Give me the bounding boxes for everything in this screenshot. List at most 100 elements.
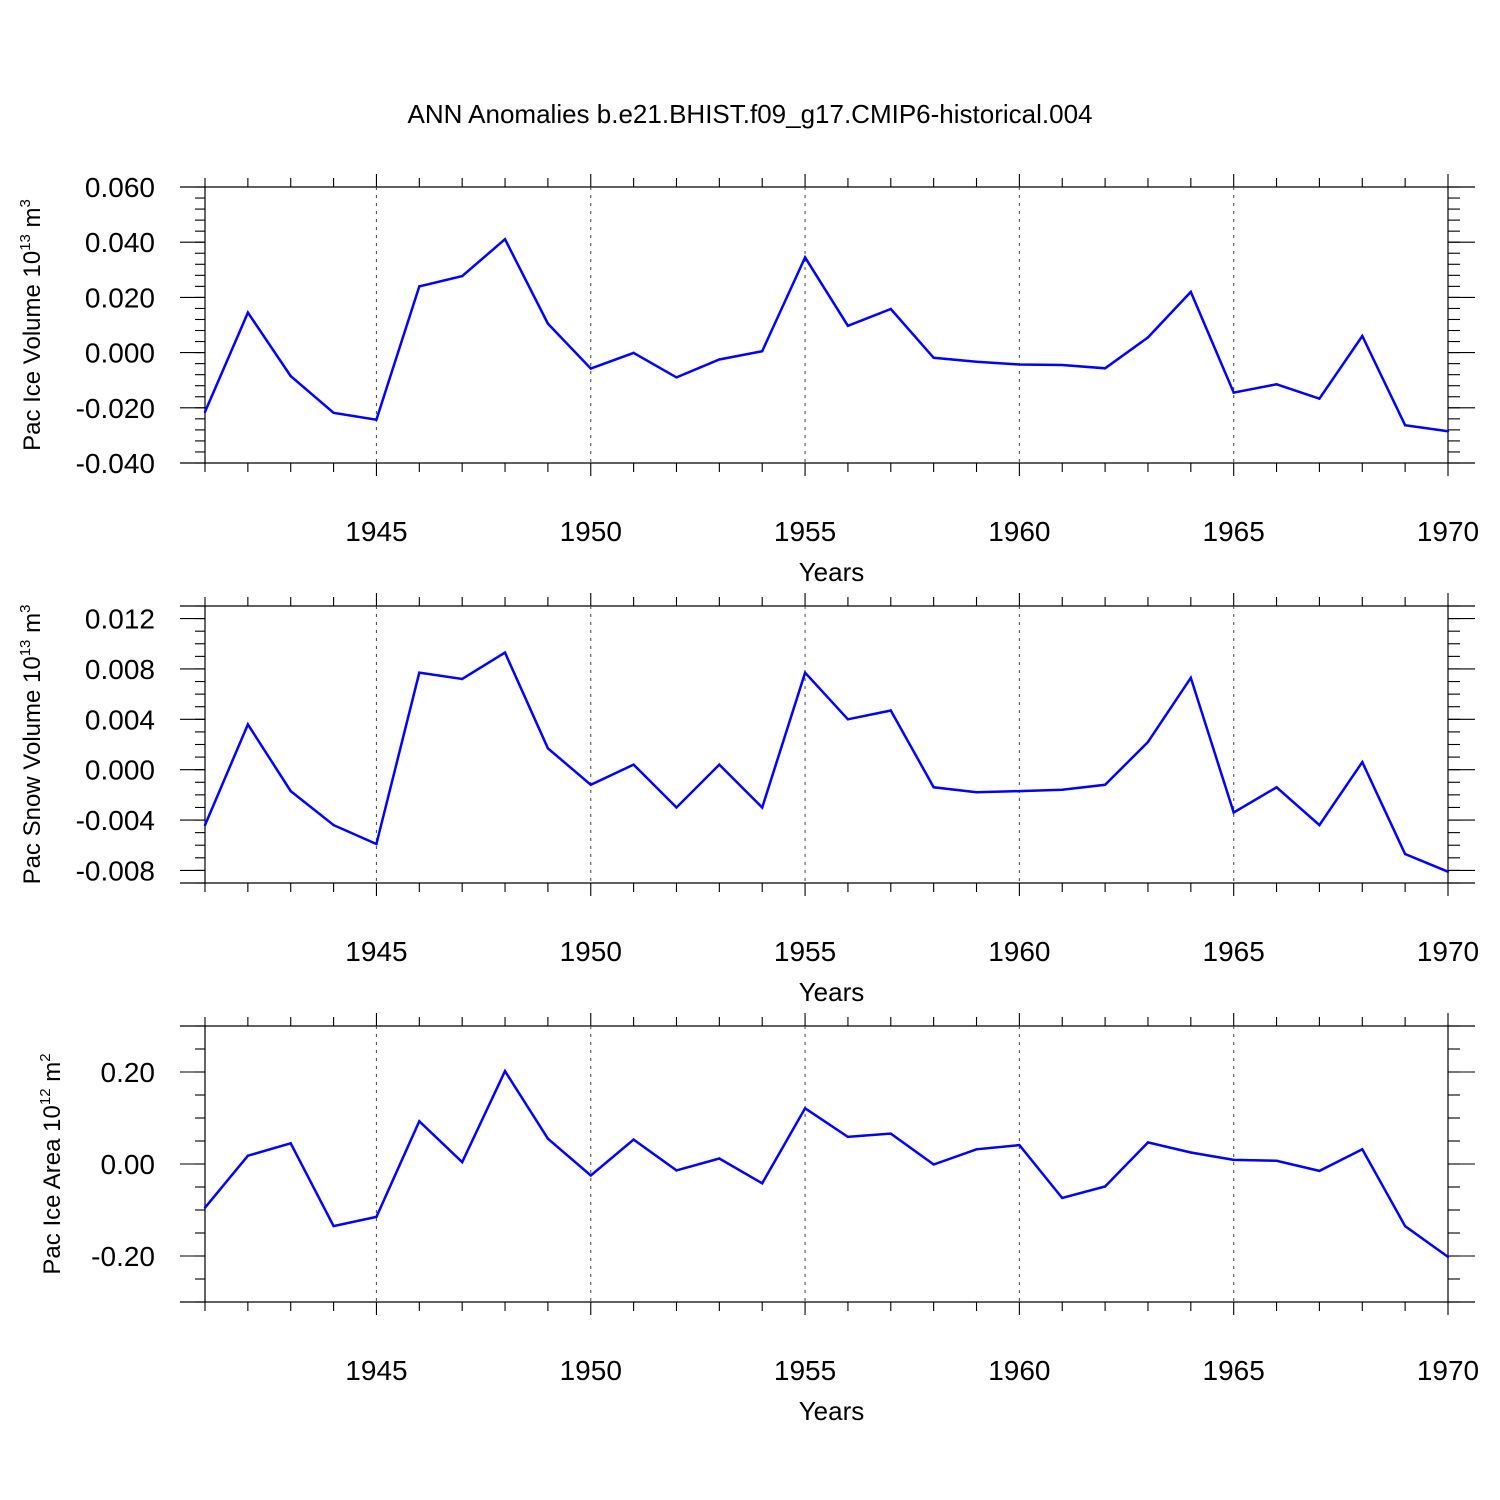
data-point (375, 1215, 378, 1219)
data-point (589, 367, 592, 370)
data-point (675, 1169, 678, 1172)
data-point (332, 1224, 335, 1228)
data-point (846, 718, 850, 721)
data-point (632, 351, 635, 355)
data-point (1232, 811, 1235, 814)
x-tick-label: 1960 (988, 936, 1050, 967)
data-point (1018, 1143, 1021, 1147)
data-point (1061, 788, 1064, 792)
data-point (589, 783, 592, 786)
data-point (1018, 789, 1021, 793)
y-axis-label-main: Pac Snow Volume 10 (19, 656, 46, 884)
data-point (332, 823, 335, 827)
y-tick-label: 0.008 (85, 654, 155, 685)
y-axis-label-unit: m (19, 207, 46, 234)
data-point (203, 823, 207, 827)
data-point (1446, 430, 1450, 433)
data-point (589, 1174, 592, 1177)
x-tick-label: 1970 (1417, 936, 1479, 967)
data-point (1318, 1169, 1321, 1173)
data-point (546, 747, 550, 750)
data-point (418, 285, 421, 288)
series-line-ice-volume (203, 237, 1449, 433)
y-axis-label-main: Pac Ice Volume 10 (19, 251, 46, 451)
data-point (1232, 1158, 1235, 1162)
data-point (761, 806, 764, 809)
y-tick-label: 0.012 (85, 604, 155, 635)
data-point (718, 763, 721, 766)
x-tick-label: 1965 (1203, 516, 1265, 547)
data-point (761, 350, 764, 353)
data-point (1275, 786, 1278, 789)
data-point (889, 1132, 892, 1135)
x-tick-label: 1960 (988, 1355, 1050, 1386)
x-tick-label: 1950 (560, 516, 622, 547)
data-point (375, 842, 378, 846)
x-axis-label: Years (799, 977, 865, 1007)
data-point (1189, 676, 1193, 679)
data-point (1275, 383, 1278, 386)
data-point (1061, 363, 1064, 367)
x-tick-label: 1955 (774, 936, 836, 967)
data-point (546, 322, 550, 325)
y-tick-label: -0.020 (76, 393, 155, 424)
x-tick-label: 1945 (345, 936, 407, 967)
data-point (546, 1137, 550, 1140)
data-point (1446, 870, 1450, 873)
data-point (846, 1135, 850, 1139)
data-point (975, 360, 978, 363)
panel-snow-volume: 1945 1950 1955 1960 1965 1970 Years -0.008 -0.00… (17, 593, 1479, 1007)
data-point (503, 1069, 507, 1073)
data-point (1446, 1255, 1450, 1259)
data-point (246, 1154, 250, 1157)
data-point (761, 1182, 764, 1185)
x-tick-label: 1945 (345, 1355, 407, 1386)
data-point (1232, 391, 1235, 394)
data-point (503, 651, 507, 654)
data-point (1146, 336, 1150, 339)
data-point (675, 806, 678, 809)
x-tick-label: 1960 (988, 516, 1050, 547)
data-point (289, 789, 292, 793)
x-tick-label: 1970 (1417, 516, 1479, 547)
y-axis-label-unit-exponent: 3 (17, 199, 34, 207)
data-point (460, 1160, 464, 1164)
data-point (675, 376, 678, 379)
data-point (1361, 1148, 1364, 1151)
data-point (803, 256, 807, 259)
panel-ice-area: 1945 1950 1955 1960 1965 1970 Years -0.20 0.00 0.… (37, 1013, 1479, 1426)
y-tick-label: 0.060 (85, 172, 155, 203)
data-point (1103, 783, 1107, 786)
data-point (203, 410, 207, 414)
x-tick-label: 1950 (560, 1355, 622, 1386)
data-point (1061, 1196, 1064, 1200)
x-tick-label: 1950 (560, 936, 622, 967)
y-tick-label: -0.20 (91, 1241, 155, 1272)
data-point (460, 677, 464, 681)
data-point (1318, 397, 1321, 400)
y-axis-label: Pac Ice Area 1012 m2 (37, 1053, 66, 1274)
data-point (1018, 363, 1021, 366)
data-point (889, 709, 892, 712)
data-point (1403, 423, 1407, 427)
data-point (846, 324, 850, 328)
data-point (1103, 1185, 1107, 1188)
data-point (1189, 1151, 1193, 1154)
y-axis-label: Pac Ice Volume 1013 m3 (17, 199, 46, 451)
data-point (1403, 852, 1407, 856)
data-point (1146, 1141, 1150, 1144)
data-point (203, 1206, 207, 1209)
data-point (289, 374, 292, 378)
chart-title: ANN Anomalies b.e21.BHIST.f09_g17.CMIP6-… (407, 99, 1092, 129)
data-point (718, 1157, 721, 1160)
data-point (932, 356, 935, 360)
data-point (246, 311, 250, 314)
y-axis-label-exponent: 13 (17, 640, 34, 657)
x-axis-label: Years (799, 1396, 865, 1426)
y-axis-label-unit-exponent: 3 (17, 605, 34, 613)
y-axis-label-exponent: 12 (37, 1088, 54, 1105)
data-point (932, 786, 935, 789)
x-tick-label: 1955 (774, 1355, 836, 1386)
data-point (1403, 1224, 1407, 1228)
y-tick-label: 0.00 (101, 1149, 156, 1180)
